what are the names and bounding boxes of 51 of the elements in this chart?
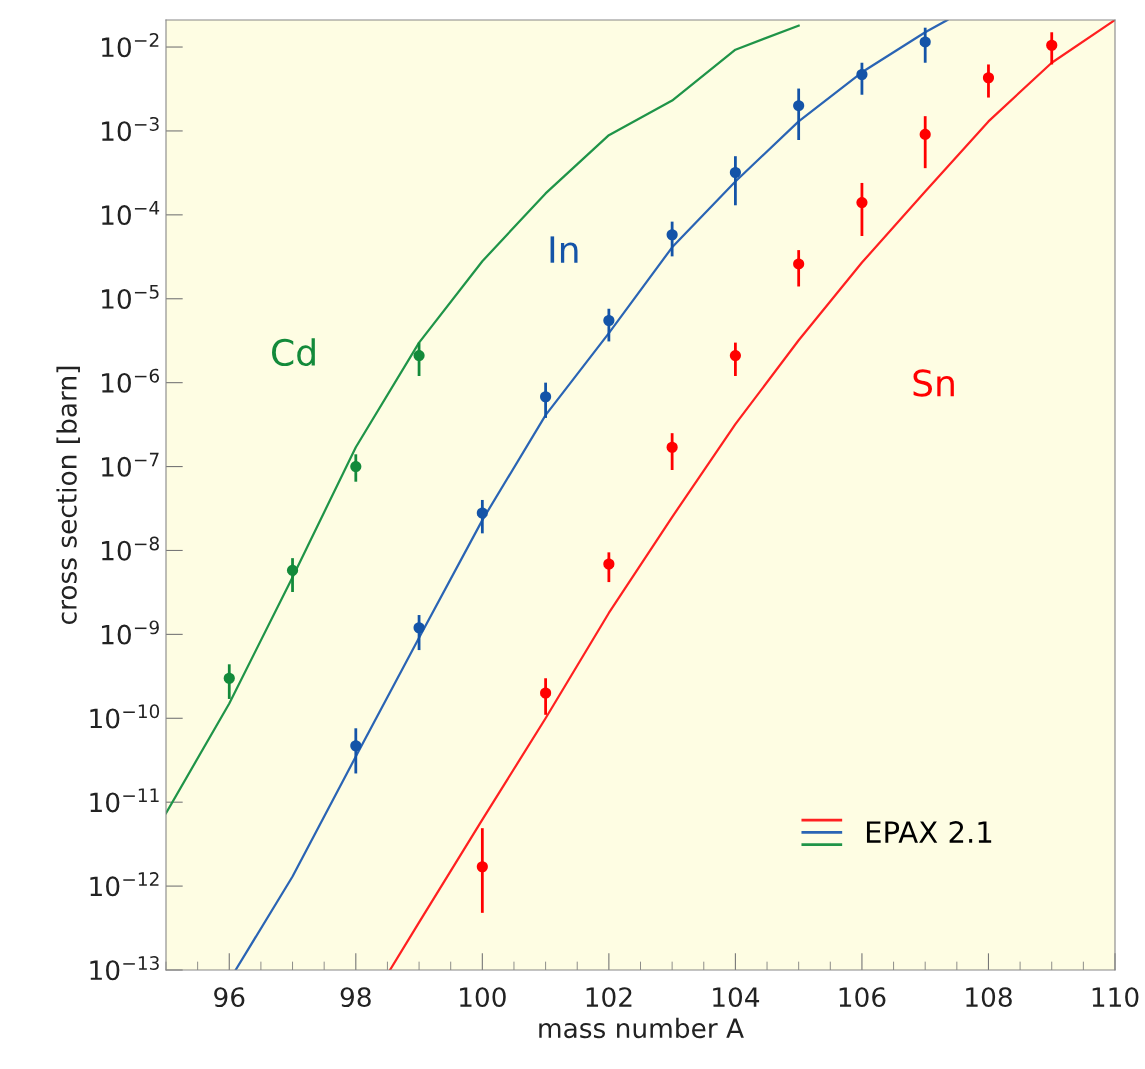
point [919,128,931,140]
point [666,229,678,241]
series-label: In [550,236,578,263]
text: Sn [913,369,954,397]
point [603,314,615,327]
y-tick-label: 10$^{−4}$ [102,201,160,226]
x-tick-label: 106 [839,987,886,1008]
point [540,687,552,699]
point [350,740,362,752]
point [793,258,805,270]
y-tick-label: 10$^{−9}$ [102,620,159,645]
y-tick-label: 10$^{−5}$ [102,285,159,309]
x-tick-label: 96 [214,987,245,1008]
y-tick-label: 10$^{−8}$ [102,536,159,561]
y-tick-label: 10$^{−3}$ [102,116,159,142]
point [856,68,868,81]
point [413,622,425,634]
x-axis-title: mass number A [539,1017,744,1039]
y-tick-label: 10$^{−12}$ [90,872,159,897]
y-tick-label: 10$^{−7}$ [102,452,159,477]
point [729,166,741,179]
x-tick-label: 100 [460,987,506,1008]
point [223,672,235,684]
x-tick-label: 98 [340,987,371,1008]
y-axis-title: cross section [barn] [56,366,80,624]
point [919,36,931,48]
x-tick-label: 102 [586,987,632,1008]
point [793,100,805,112]
point [540,391,552,403]
line-series [166,24,800,815]
y-tick-label: 10$^{−10}$ [90,704,160,729]
legend-label: EPAX 2.1 [866,821,992,843]
point [286,564,299,576]
point [1046,39,1058,51]
y-tick-label: 10$^{−13}$ [90,956,159,981]
x-tick-label: 108 [966,987,1012,1008]
point [666,441,678,453]
point [476,507,488,519]
x-tick-label: 104 [713,987,760,1008]
point [729,350,741,362]
point [856,197,868,209]
y-tick-label: 10$^{−2}$ [102,33,159,58]
text: Cd [272,338,315,367]
point [350,461,362,473]
point [476,861,488,873]
y-tick-label: 10$^{−11}$ [90,788,159,813]
point [982,72,995,84]
y-tick-label: 10$^{−6}$ [102,368,160,393]
point [413,350,425,362]
x-tick-label: 110 [1092,987,1139,1008]
point [603,558,615,570]
